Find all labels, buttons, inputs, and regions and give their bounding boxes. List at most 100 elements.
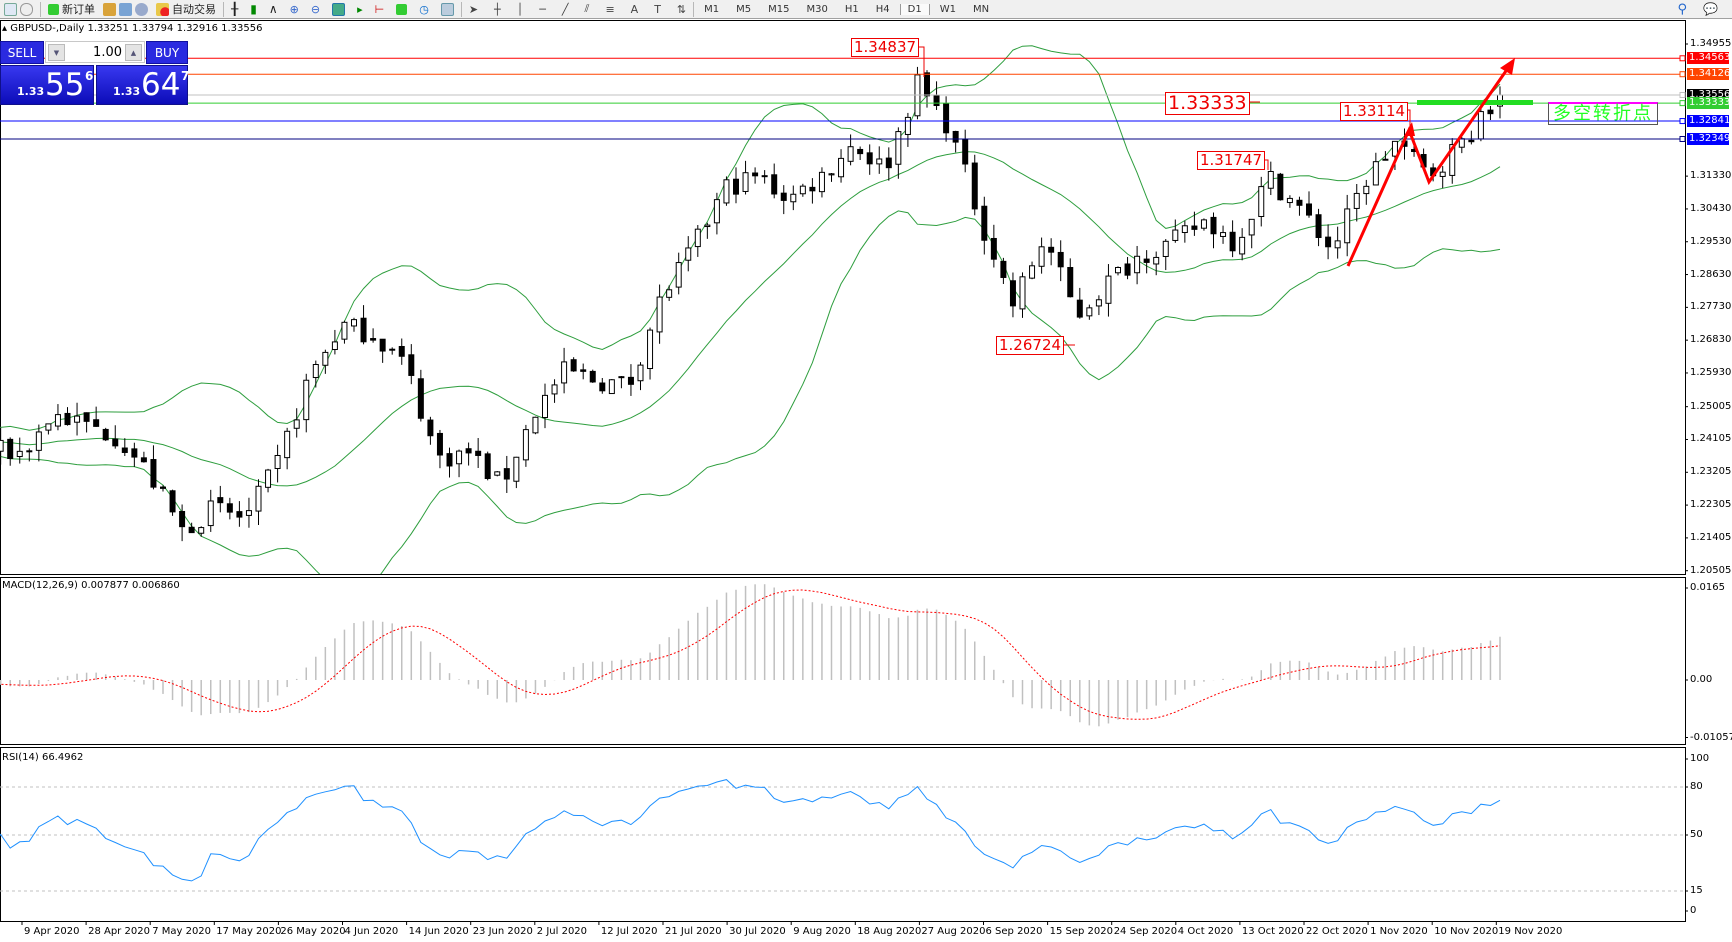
zoom-out-icon[interactable]: ⊖	[310, 2, 321, 16]
increase-lot-button[interactable]: ▲	[125, 44, 142, 61]
candle	[981, 196, 988, 255]
timeframe-m15[interactable]: M15	[768, 3, 790, 15]
candle	[1315, 208, 1322, 247]
candle	[1344, 194, 1351, 257]
candle-body	[408, 354, 415, 376]
autoscroll-icon[interactable]: ▸	[357, 2, 363, 16]
price-axis-label: 1.30430	[1690, 202, 1732, 214]
date-axis-label: 1 Nov 2020	[1370, 926, 1428, 937]
equidistant-channel-icon[interactable]: ⫽	[584, 2, 590, 15]
tile-icon[interactable]	[332, 2, 346, 16]
horizontal-line-icon[interactable]: ─	[539, 2, 546, 16]
candle-body	[723, 179, 730, 204]
line-chart-icon[interactable]: ∧	[268, 2, 278, 16]
vertical-line-icon[interactable]: │	[516, 2, 524, 16]
candle	[1229, 220, 1236, 258]
symbol-name: GBPUSD-,Daily	[10, 23, 85, 34]
candle	[828, 173, 835, 182]
candle	[570, 357, 577, 372]
text-label-icon[interactable]: T	[654, 2, 661, 16]
annotation-pivot[interactable]: 1.33333	[1165, 92, 1250, 115]
annotation-high[interactable]: 1.34837	[851, 38, 920, 57]
rsi-axis-label: 100	[1690, 753, 1710, 764]
signals-icon[interactable]	[135, 2, 148, 16]
candle-body	[331, 341, 338, 351]
annotation-sep-low[interactable]: 1.26724	[996, 336, 1065, 355]
chart-shift-icon[interactable]: ⊢	[374, 2, 385, 16]
templates-icon[interactable]	[440, 2, 454, 16]
auto-trading-button[interactable]: 自动交易	[152, 1, 220, 18]
text-icon[interactable]: A	[630, 2, 639, 16]
new-order-button[interactable]: 新订单	[44, 1, 99, 18]
decrease-lot-button[interactable]: ▼	[48, 44, 65, 61]
periods-icon[interactable]: ◷	[419, 2, 429, 16]
arrow-head-icon	[1500, 58, 1515, 75]
candle-body	[1172, 229, 1179, 241]
chart-canvas[interactable]	[0, 20, 1732, 942]
date-axis-label: 4 Oct 2020	[1177, 926, 1234, 937]
search-icon[interactable]: ⚲	[1677, 1, 1688, 17]
annotation-oct-high[interactable]: 1.31747	[1197, 151, 1266, 170]
candle	[914, 66, 921, 120]
bar-chart-icon[interactable]: ╂	[231, 2, 239, 16]
candle	[1076, 287, 1083, 319]
candle	[1134, 245, 1141, 285]
candle	[742, 160, 749, 195]
candle-body	[217, 497, 224, 504]
pivot-text-label[interactable]: 多空转折点	[1548, 102, 1658, 125]
timeframe-m1[interactable]: M1	[704, 3, 720, 15]
candle-body	[1143, 258, 1150, 263]
candle-body	[1353, 192, 1360, 209]
timeframe-h1[interactable]: H1	[844, 3, 859, 15]
timeframe-d1[interactable]: D1	[899, 3, 930, 15]
timeframe-mn[interactable]: MN	[972, 3, 990, 15]
zoom-icon[interactable]	[20, 2, 33, 16]
candle	[1296, 196, 1303, 216]
lot-size-input[interactable]: ▼ 1.00 ▲	[45, 41, 145, 63]
sell-price-button[interactable]: 1.33 55 6	[0, 65, 94, 105]
drawing-tools: ➤ ┼ │ ─ ╱ ⫽ ≡ A T ⇅	[465, 1, 690, 18]
date-axis-label: 30 Jul 2020	[729, 926, 786, 937]
date-axis-label: 9 Apr 2020	[24, 926, 80, 937]
annotation-recent-high[interactable]: 1.33114	[1340, 102, 1409, 121]
navigator-icon[interactable]	[119, 2, 132, 16]
timeframe-w1[interactable]: W1	[939, 3, 956, 15]
candle-body	[436, 432, 443, 456]
sell-button[interactable]: SELL	[0, 41, 44, 64]
date-axis-label: 12 Jul 2020	[600, 926, 658, 937]
sell-price-prefix: 1.33	[17, 85, 45, 98]
timeframe-m30[interactable]: M30	[806, 3, 828, 15]
arrows-icon[interactable]: ⇅	[676, 2, 687, 16]
candle-body	[236, 511, 243, 518]
cursor-icon[interactable]: ➤	[468, 2, 479, 16]
buy-price-button[interactable]: 1.33 64 7	[96, 65, 189, 105]
fibonacci-icon[interactable]: ≡	[605, 2, 615, 16]
candle-body	[599, 382, 606, 392]
market-watch-icon[interactable]	[103, 2, 116, 16]
candle-body	[341, 321, 348, 340]
candle	[1353, 183, 1360, 222]
candlestick-icon[interactable]: ▮	[250, 2, 257, 16]
timeframe-m5[interactable]: M5	[736, 3, 752, 15]
candle-body	[1086, 307, 1093, 317]
new-chart-icon[interactable]	[4, 2, 17, 16]
candle-body	[1277, 173, 1284, 201]
candle-body	[1067, 267, 1074, 298]
indicators-icon[interactable]	[396, 3, 408, 15]
timeframe-h4[interactable]: H4	[875, 3, 890, 15]
collapse-icon[interactable]: ▴	[2, 23, 8, 34]
price-axis-label: 1.27730	[1690, 301, 1732, 313]
zoom-in-icon[interactable]: ⊕	[289, 2, 299, 16]
candle-body	[809, 186, 816, 192]
candle-body	[761, 175, 768, 178]
candle	[1468, 130, 1475, 145]
trendline-icon[interactable]: ╱	[561, 2, 569, 16]
candle	[74, 402, 81, 436]
candle-body	[370, 338, 377, 341]
candle	[102, 427, 109, 442]
candle-body	[112, 438, 119, 447]
candle-body	[1239, 236, 1246, 255]
buy-button[interactable]: BUY	[146, 41, 188, 64]
chat-icon[interactable]: 💬	[1703, 2, 1718, 16]
crosshair-icon[interactable]: ┼	[494, 2, 501, 16]
